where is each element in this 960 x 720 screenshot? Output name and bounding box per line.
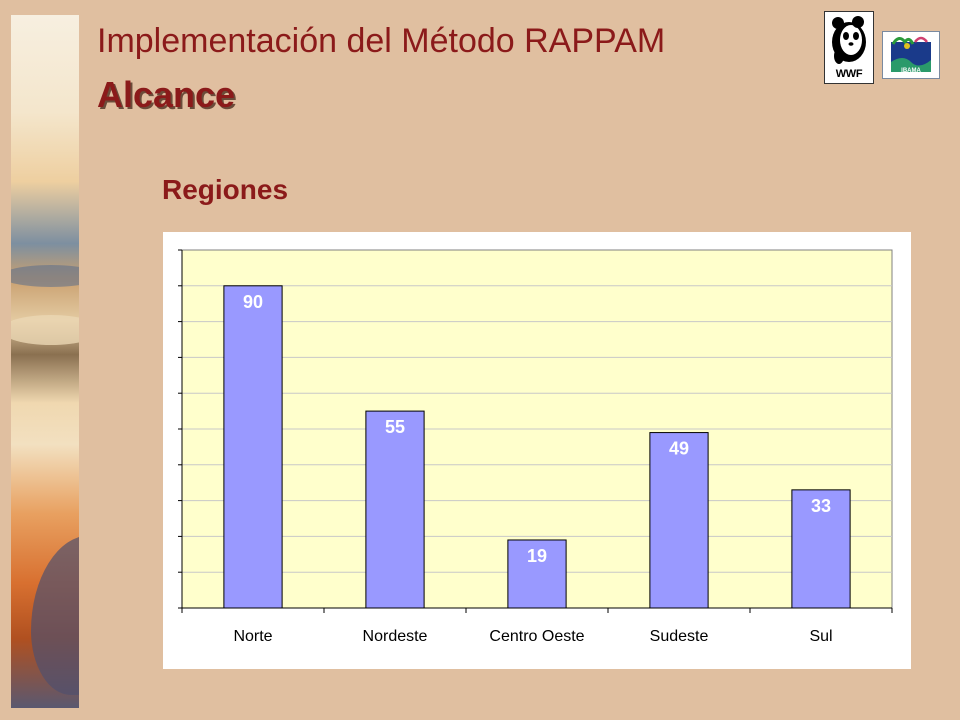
decorative-photo-strip: [11, 15, 79, 708]
x-tick-label: Nordeste: [363, 628, 428, 645]
x-tick-label: Sul: [809, 628, 832, 645]
strip-dune-shape: [11, 265, 79, 287]
bar-data-label: 33: [811, 496, 831, 516]
bar-data-label: 49: [669, 439, 689, 459]
bar-data-label: 55: [385, 417, 405, 437]
x-tick-label: Centro Oeste: [489, 628, 584, 645]
panda-icon: [832, 16, 866, 64]
wwf-logo: WWF: [824, 11, 874, 84]
bar-data-label: 19: [527, 546, 547, 566]
x-tick-label: Sudeste: [650, 628, 709, 645]
bar: [365, 410, 425, 609]
slide-subtitle: Alcance: [97, 74, 236, 115]
bar: [507, 539, 567, 609]
bar: [223, 285, 283, 609]
section-heading: Regiones: [162, 174, 289, 205]
bar: [791, 489, 851, 609]
slide-title: Implementación del Método RAPPAM: [97, 22, 666, 60]
bar-data-label: 90: [243, 292, 263, 312]
bar-chart: 90 55 19 49 33 Norte Nordeste Centro Oeste Sudes…: [178, 249, 893, 645]
strip-dune-shape: [11, 315, 79, 345]
x-tick-label: Norte: [233, 628, 272, 645]
ibama-logo-text: IBAMA: [901, 68, 921, 74]
ibama-emblem-icon: [891, 36, 931, 72]
wwf-logo-text: WWF: [835, 68, 863, 80]
chart-panel: 90 55 19 49 33 Norte Nordeste Centro Oeste Sudes…: [163, 232, 911, 669]
bar: [649, 432, 709, 609]
ibama-logo: IBAMA: [882, 31, 940, 79]
strip-dune-shape: [31, 535, 79, 695]
